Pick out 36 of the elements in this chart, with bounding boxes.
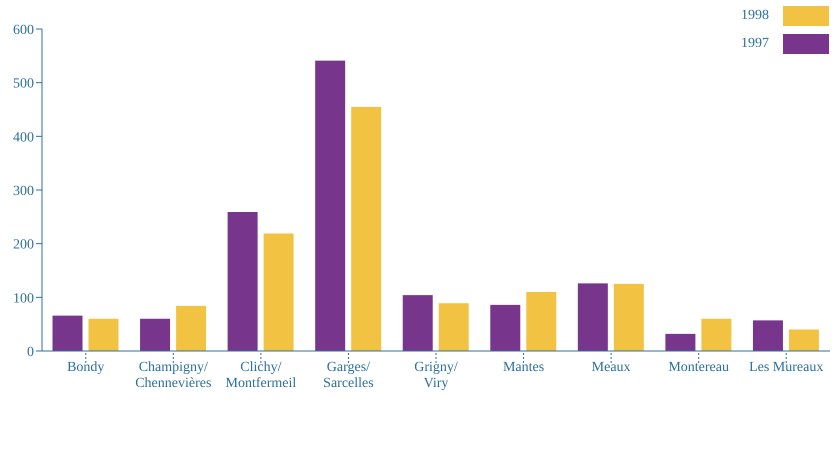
bar bbox=[402, 295, 433, 351]
x-tick-label: Mantes bbox=[502, 360, 544, 375]
y-tick-label: 300 bbox=[13, 184, 34, 199]
bar bbox=[701, 318, 732, 351]
bar bbox=[578, 283, 608, 351]
x-tick-label: Bondy bbox=[67, 360, 104, 375]
bar bbox=[52, 316, 83, 351]
x-tick-label: Champigny/Chennevières bbox=[135, 360, 212, 391]
bar bbox=[752, 320, 783, 351]
bar bbox=[228, 212, 258, 351]
bar bbox=[614, 284, 644, 351]
x-tick-label: Montereau bbox=[668, 360, 729, 375]
bar bbox=[264, 233, 294, 351]
y-tick-label: 0 bbox=[27, 344, 34, 360]
bar bbox=[176, 306, 206, 351]
bar bbox=[351, 106, 382, 351]
y-tick-label: 200 bbox=[13, 238, 34, 253]
bar bbox=[88, 318, 119, 351]
x-tick-label: Les Mureaux bbox=[749, 360, 824, 375]
x-tick-label: Garges/Sarcelles bbox=[323, 360, 374, 391]
bar bbox=[315, 60, 346, 351]
bar bbox=[438, 303, 469, 351]
y-tick-label: 400 bbox=[13, 130, 34, 146]
bar bbox=[665, 334, 696, 351]
bar bbox=[788, 330, 819, 351]
y-tick-label: 100 bbox=[13, 291, 34, 306]
bar bbox=[490, 304, 520, 351]
x-tick-label: Meaux bbox=[592, 360, 631, 375]
legend-label: 1998 bbox=[741, 8, 769, 24]
y-tick-label: 500 bbox=[13, 76, 34, 92]
x-tick-label: Clichy/Montfermeil bbox=[226, 360, 296, 391]
legend-label: 1997 bbox=[741, 36, 769, 52]
bar bbox=[526, 292, 556, 351]
bar bbox=[140, 318, 170, 351]
y-tick-label: 600 bbox=[13, 22, 34, 38]
x-tick-label: Grigny/Viry bbox=[414, 360, 458, 391]
